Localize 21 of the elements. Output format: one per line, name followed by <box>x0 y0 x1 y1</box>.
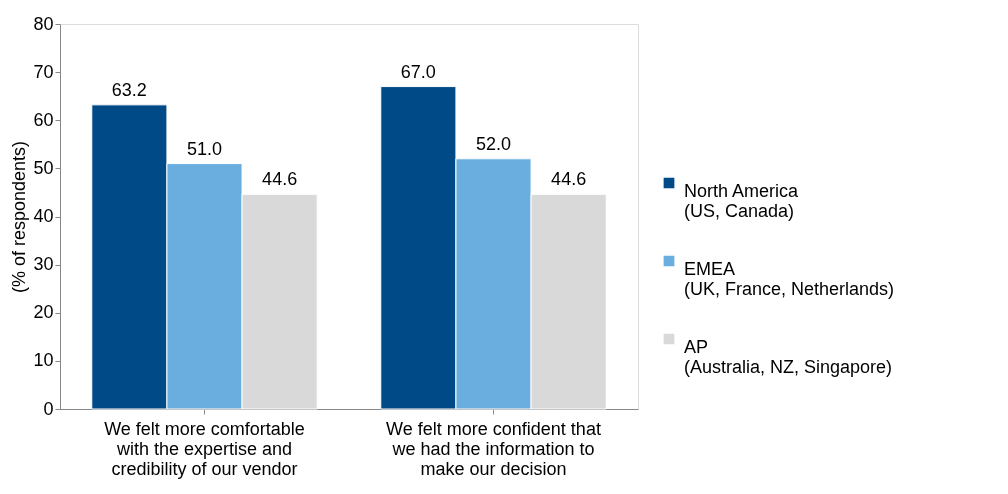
x-tick-label: We felt more confident that we had the information to make our decision <box>386 418 601 479</box>
y-tick-label: 0 <box>43 398 54 419</box>
y-tick-label: 10 <box>33 350 54 371</box>
data-label: 44.6 <box>551 169 587 190</box>
data-label: 63.2 <box>111 79 147 100</box>
y-tick-label: 70 <box>33 61 54 82</box>
y-tick-label: 20 <box>33 302 54 323</box>
legend-label: EMEA (UK, France, Netherlands) <box>684 259 895 299</box>
y-tick-label: 40 <box>33 206 54 226</box>
x-tick-label: We felt more comfortable with the expertise and credibility of our vendor <box>104 418 305 479</box>
legend-label: North America (US, Canada) <box>684 181 800 221</box>
data-label: 67.0 <box>400 61 436 82</box>
y-tick-label: 50 <box>33 157 54 178</box>
y-tick-label: 60 <box>33 109 54 130</box>
y-tick-label: 30 <box>33 254 54 275</box>
legend-label: AP (Australia, NZ, Singapore) <box>684 337 893 377</box>
y-axis-title: (% of respondents) <box>9 140 30 294</box>
data-label: 44.6 <box>262 169 298 190</box>
y-tick-label: 80 <box>33 13 54 34</box>
data-label: 52.0 <box>475 133 512 154</box>
data-label: 51.0 <box>186 138 223 159</box>
